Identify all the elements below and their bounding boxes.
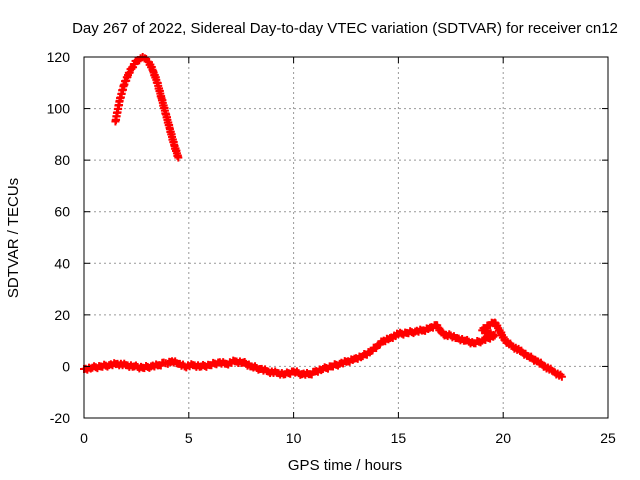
x-tick-label: 0 (80, 430, 88, 446)
x-tick-label: 25 (600, 430, 616, 446)
chart-title: Day 267 of 2022, Sidereal Day-to-day VTE… (72, 20, 618, 37)
data-point (174, 153, 183, 162)
data-points (80, 53, 566, 381)
y-tick-label: 120 (47, 49, 71, 65)
y-tick-label: 80 (54, 152, 70, 168)
y-tick-label: 40 (54, 255, 70, 271)
y-tick-label: 20 (54, 307, 70, 323)
data-point (557, 372, 566, 381)
x-tick-label: 10 (286, 430, 302, 446)
y-tick-label: 60 (54, 204, 70, 220)
y-axis-label: SDTVAR / TECUs (5, 178, 22, 298)
x-tick-label: 5 (185, 430, 193, 446)
y-tick-label: -20 (50, 410, 70, 426)
grid (84, 57, 608, 418)
x-tick-label: 15 (391, 430, 407, 446)
plot-frame (83, 56, 609, 419)
x-axis-label: GPS time / hours (288, 457, 402, 474)
y-tick-label: 100 (47, 101, 71, 117)
axis-ticks: 0 5 10 15 20 25 -20 0 20 40 60 80 100 120 (47, 49, 616, 446)
x-tick-label: 20 (495, 430, 511, 446)
y-tick-label: 0 (62, 358, 70, 374)
